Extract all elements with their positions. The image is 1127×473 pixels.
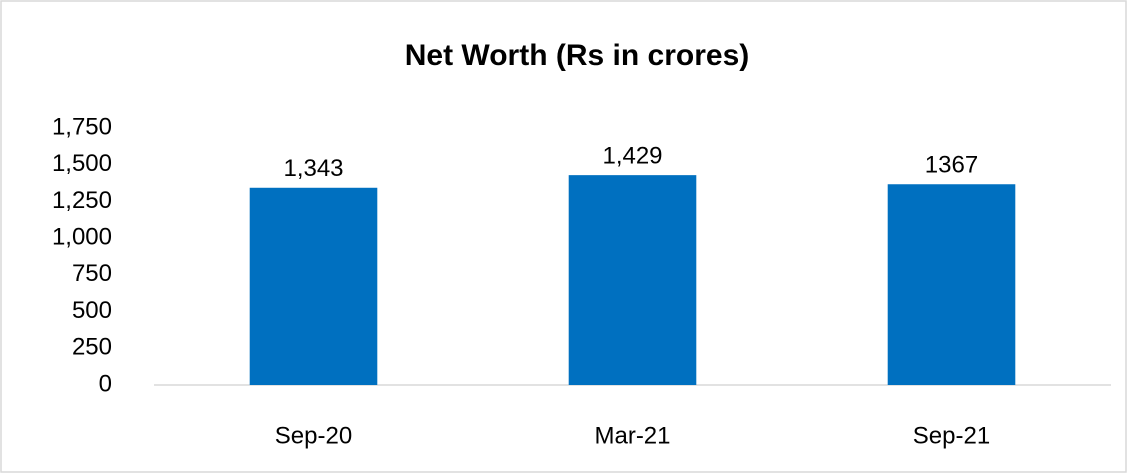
x-tick-label: Mar-21 xyxy=(594,422,670,449)
bar xyxy=(249,187,378,385)
y-tick-label: 1,250 xyxy=(52,187,112,214)
bar xyxy=(568,175,697,385)
y-tick-label: 1,500 xyxy=(52,150,112,177)
value-label: 1,343 xyxy=(283,155,343,182)
x-tick-label: Sep-20 xyxy=(275,422,352,449)
bar xyxy=(887,184,1016,385)
x-tick-label: Sep-21 xyxy=(913,422,990,449)
y-tick-label: 250 xyxy=(72,334,112,361)
y-tick-label: 1,750 xyxy=(52,113,112,140)
chart-title: Net Worth (Rs in crores) xyxy=(405,39,750,72)
y-tick-label: 750 xyxy=(72,260,112,287)
y-tick-label: 0 xyxy=(99,370,112,397)
y-tick-label: 1,000 xyxy=(52,223,112,250)
value-label: 1,429 xyxy=(602,142,662,169)
y-tick-label: 500 xyxy=(72,297,112,324)
value-label: 1367 xyxy=(925,152,978,179)
